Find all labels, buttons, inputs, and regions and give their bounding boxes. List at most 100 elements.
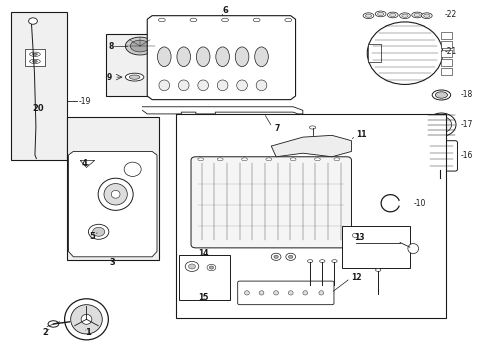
Text: 3: 3: [109, 258, 115, 267]
Text: 12: 12: [351, 273, 361, 282]
Ellipse shape: [386, 12, 397, 18]
Ellipse shape: [124, 162, 141, 176]
Text: -19: -19: [78, 97, 90, 106]
Text: 13: 13: [354, 233, 364, 242]
Text: 8: 8: [109, 41, 114, 50]
Ellipse shape: [307, 260, 312, 262]
Ellipse shape: [273, 291, 278, 295]
Ellipse shape: [159, 80, 169, 91]
Ellipse shape: [401, 14, 407, 17]
Ellipse shape: [130, 40, 149, 52]
Bar: [67, 117, 159, 260]
Ellipse shape: [259, 291, 264, 295]
Ellipse shape: [413, 13, 419, 17]
Bar: [106, 33, 171, 96]
Ellipse shape: [209, 266, 213, 269]
Ellipse shape: [389, 13, 395, 17]
Ellipse shape: [265, 158, 271, 161]
Ellipse shape: [48, 321, 59, 327]
Ellipse shape: [125, 73, 143, 81]
Ellipse shape: [331, 260, 336, 262]
Ellipse shape: [92, 227, 104, 236]
Ellipse shape: [217, 80, 227, 91]
Ellipse shape: [366, 22, 442, 85]
Bar: [179, 255, 229, 300]
Ellipse shape: [423, 14, 429, 17]
Bar: [25, 49, 45, 66]
Text: 4: 4: [81, 159, 87, 168]
Ellipse shape: [98, 178, 133, 210]
Bar: [341, 226, 409, 267]
Text: 1: 1: [85, 328, 91, 337]
Ellipse shape: [30, 59, 40, 64]
Ellipse shape: [352, 233, 358, 238]
Ellipse shape: [375, 269, 380, 271]
FancyBboxPatch shape: [425, 141, 457, 171]
Ellipse shape: [318, 291, 323, 295]
Text: 9: 9: [107, 73, 112, 82]
Bar: [441, 32, 451, 39]
Ellipse shape: [104, 184, 127, 205]
Ellipse shape: [129, 75, 140, 79]
Ellipse shape: [421, 13, 431, 18]
Ellipse shape: [319, 260, 325, 262]
Polygon shape: [271, 135, 351, 157]
Text: 2: 2: [42, 328, 48, 337]
Ellipse shape: [236, 80, 247, 91]
Ellipse shape: [309, 126, 315, 129]
Text: -22: -22: [444, 10, 456, 19]
Bar: [441, 68, 451, 75]
Ellipse shape: [256, 80, 266, 91]
Ellipse shape: [287, 291, 292, 295]
Ellipse shape: [177, 47, 190, 67]
Ellipse shape: [333, 158, 339, 161]
Ellipse shape: [407, 244, 418, 253]
Ellipse shape: [196, 47, 209, 67]
Ellipse shape: [436, 177, 443, 180]
Ellipse shape: [434, 92, 447, 98]
Ellipse shape: [411, 12, 422, 18]
Text: -18: -18: [460, 90, 472, 99]
Ellipse shape: [365, 14, 371, 17]
FancyBboxPatch shape: [191, 157, 351, 248]
Ellipse shape: [288, 255, 292, 258]
Ellipse shape: [198, 158, 203, 161]
Ellipse shape: [253, 18, 260, 22]
Text: -21: -21: [444, 47, 456, 56]
Ellipse shape: [190, 18, 197, 22]
Text: 15: 15: [198, 293, 208, 302]
Text: 11: 11: [356, 130, 366, 139]
Ellipse shape: [426, 113, 455, 136]
Ellipse shape: [302, 291, 307, 295]
Ellipse shape: [215, 47, 229, 67]
Ellipse shape: [235, 47, 248, 67]
FancyBboxPatch shape: [237, 281, 333, 305]
Ellipse shape: [188, 264, 195, 269]
Ellipse shape: [314, 158, 320, 161]
Ellipse shape: [430, 116, 451, 133]
Ellipse shape: [399, 13, 409, 18]
Ellipse shape: [88, 224, 109, 239]
Bar: [368, 44, 380, 62]
Ellipse shape: [363, 13, 373, 18]
Bar: [441, 41, 451, 48]
Ellipse shape: [198, 80, 208, 91]
Text: 7: 7: [274, 124, 280, 133]
Ellipse shape: [374, 11, 385, 17]
Ellipse shape: [377, 12, 383, 15]
Ellipse shape: [217, 158, 223, 161]
Text: -17: -17: [460, 120, 472, 129]
Text: 6: 6: [222, 6, 227, 15]
Polygon shape: [147, 16, 295, 100]
Bar: [441, 50, 451, 57]
Ellipse shape: [431, 90, 450, 100]
Ellipse shape: [254, 47, 268, 67]
Ellipse shape: [285, 18, 291, 22]
Ellipse shape: [29, 18, 37, 24]
Bar: [441, 59, 451, 66]
Text: -16: -16: [460, 151, 472, 160]
Ellipse shape: [271, 253, 281, 260]
Polygon shape: [68, 152, 157, 257]
Ellipse shape: [289, 158, 295, 161]
Ellipse shape: [32, 53, 37, 55]
